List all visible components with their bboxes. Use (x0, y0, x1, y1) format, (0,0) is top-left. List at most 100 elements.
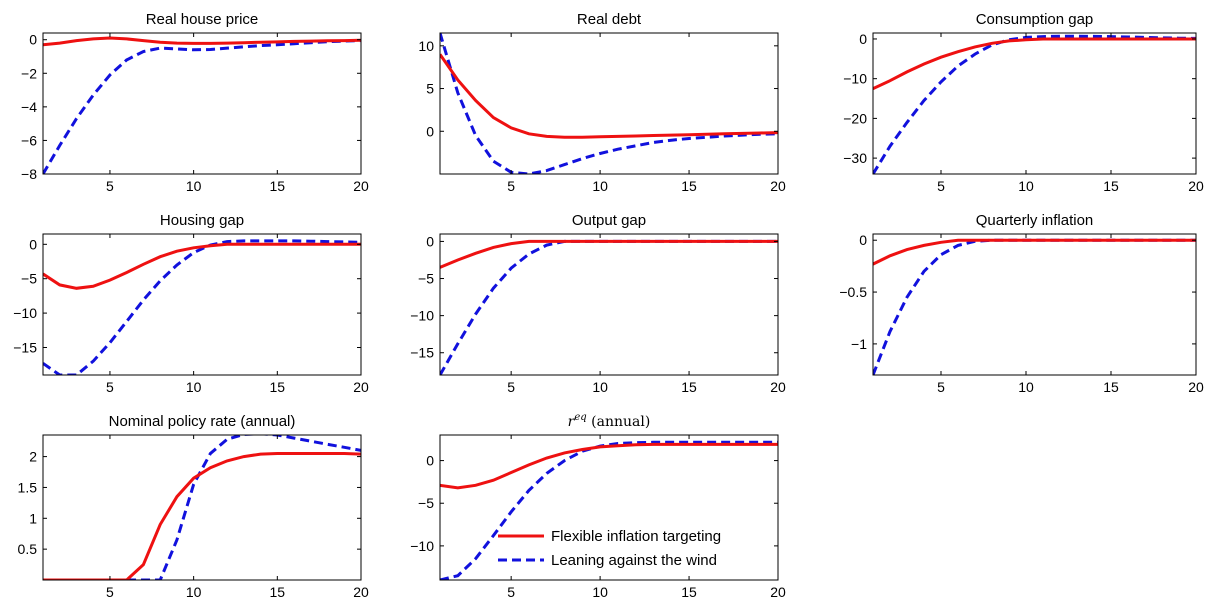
x-tick-label: 15 (1103, 379, 1119, 395)
series-line-flexible (43, 452, 361, 580)
y-tick-label: −30 (843, 150, 867, 166)
series-line-leaning (43, 39, 361, 174)
x-tick-label: 10 (1018, 178, 1034, 194)
x-tick-label: 15 (1103, 178, 1119, 194)
y-tick-label: 0 (426, 233, 434, 249)
series-line-flexible (440, 239, 778, 269)
x-tick-label: 15 (681, 178, 697, 194)
series-line-flexible (440, 53, 778, 139)
y-tick-label: −5 (418, 271, 434, 287)
x-tick-label: 20 (353, 584, 369, 600)
y-tick-label: −5 (21, 271, 37, 287)
axes-frame (872, 32, 1197, 175)
y-tick-label: 0 (29, 236, 37, 252)
series-line-leaning (873, 238, 1196, 375)
panel-4: Housing gap 5 10 15 20 −15 −10 −5 0 (13, 212, 369, 395)
y-tick-label: 1.5 (18, 479, 38, 495)
y-tick-label: 0 (859, 232, 867, 248)
x-tick-label: 20 (770, 178, 786, 194)
panel-title: Real debt (577, 11, 642, 28)
x-tick-label: 5 (937, 178, 945, 194)
x-tick-label: 5 (507, 584, 515, 600)
y-tick-label: 10 (418, 38, 434, 54)
axes-frame (439, 32, 779, 175)
y-tick-label: 0 (426, 123, 434, 139)
x-tick-label: 20 (770, 584, 786, 600)
x-tick-label: 10 (186, 584, 202, 600)
series-line-leaning (440, 440, 778, 580)
y-tick-label: −6 (21, 132, 37, 148)
y-tick-label: 0.5 (18, 541, 38, 557)
series-line-leaning (440, 33, 778, 174)
y-tick-label: −15 (410, 345, 434, 361)
series-line-leaning (440, 239, 778, 375)
series-line-flexible (43, 242, 361, 290)
y-tick-label: −10 (843, 71, 867, 87)
y-tick-label: 0 (426, 453, 434, 469)
x-tick-label: 20 (353, 178, 369, 194)
axes-frame (439, 233, 779, 376)
axes-frame (42, 434, 362, 581)
y-tick-label: −10 (410, 538, 434, 554)
title-superscript: eq (574, 412, 586, 423)
panel-title: Quarterly inflation (976, 212, 1094, 229)
panel-title: Real house price (146, 11, 259, 28)
x-tick-label: 15 (270, 379, 286, 395)
legend-label-flexible: Flexible inflation targeting (551, 528, 721, 545)
y-tick-label: −15 (13, 339, 37, 355)
x-tick-label: 10 (1018, 379, 1034, 395)
title-suffix: (annual) (587, 414, 651, 430)
panel-title: Nominal policy rate (annual) (109, 413, 296, 430)
x-tick-label: 15 (681, 379, 697, 395)
x-tick-label: 5 (507, 178, 515, 194)
series-line-flexible (440, 442, 778, 490)
title-symbol: r (568, 414, 576, 430)
panel-5: Output gap 5 10 15 20 −15 −10 −5 0 (410, 212, 786, 395)
panel-title: Consumption gap (976, 11, 1094, 28)
x-tick-label: 20 (1188, 379, 1204, 395)
panel-2: Real debt 5 10 15 20 0 5 10 (418, 11, 786, 194)
panel-title: Housing gap (160, 212, 244, 229)
x-tick-label: 10 (592, 178, 608, 194)
x-tick-label: 15 (270, 584, 286, 600)
y-tick-label: −20 (843, 110, 867, 126)
y-tick-label: −0.5 (839, 284, 867, 300)
x-tick-label: 5 (937, 379, 945, 395)
y-tick-label: −5 (418, 495, 434, 511)
axes-frame (42, 233, 362, 376)
x-tick-label: 20 (353, 379, 369, 395)
x-tick-label: 10 (592, 379, 608, 395)
axes-frame (42, 32, 362, 175)
x-tick-label: 20 (1188, 178, 1204, 194)
series-line-flexible (873, 238, 1196, 266)
x-tick-label: 10 (592, 584, 608, 600)
legend-label-leaning: Leaning against the wind (551, 552, 717, 569)
panel-7: Nominal policy rate (annual) 5 10 15 20 0.5 1 1… (18, 413, 369, 600)
panel-1: Real house price 5 10 15 20 −8 −6 −4 −2 0 (21, 11, 369, 194)
y-tick-label: −10 (410, 308, 434, 324)
x-tick-label: 5 (106, 584, 114, 600)
x-tick-label: 5 (106, 178, 114, 194)
y-tick-label: −10 (13, 305, 37, 321)
y-tick-label: −1 (851, 336, 867, 352)
axes-frame (872, 233, 1197, 376)
panel-title: Output gap (572, 212, 646, 229)
y-tick-label: 5 (426, 81, 434, 97)
panel-title: req (annual) (568, 412, 651, 430)
x-tick-label: 15 (681, 584, 697, 600)
axes-frame (439, 434, 779, 581)
x-tick-label: 5 (507, 379, 515, 395)
y-tick-label: 1 (29, 510, 37, 526)
y-tick-label: −2 (21, 65, 37, 81)
y-tick-label: −4 (21, 99, 37, 115)
panel-6: Quarterly inflation 5 10 15 20 −1 −0.5 0 (839, 212, 1204, 395)
x-tick-label: 5 (106, 379, 114, 395)
x-tick-label: 20 (770, 379, 786, 395)
x-tick-label: 10 (186, 178, 202, 194)
series-line-flexible (873, 37, 1196, 90)
y-tick-label: 0 (29, 32, 37, 48)
y-tick-label: −8 (21, 166, 37, 182)
series-line-leaning (873, 34, 1196, 174)
panel-8: req (annual) 5 10 15 20 −10 −5 0 Flexible inflat… (410, 412, 786, 600)
